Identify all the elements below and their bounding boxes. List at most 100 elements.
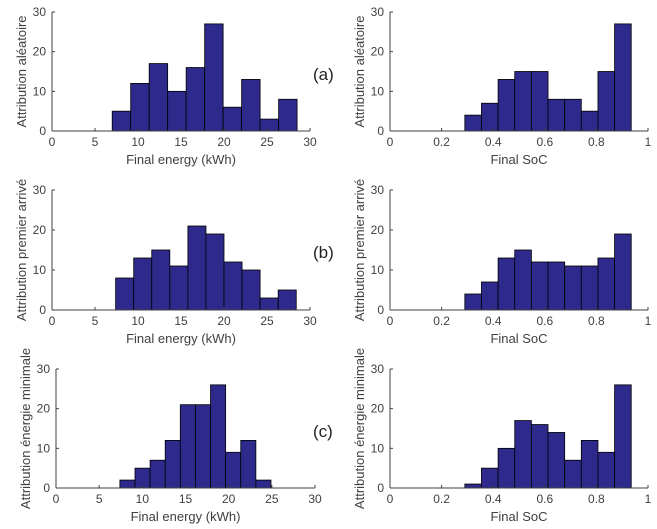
histogram-bar bbox=[241, 269, 261, 311]
x-tick-label: 20 bbox=[217, 314, 231, 328]
y-tick-label: 10 bbox=[371, 263, 385, 277]
y-tick-label: 30 bbox=[33, 5, 47, 19]
histogram-bar bbox=[614, 233, 632, 311]
histogram-bar bbox=[185, 67, 206, 132]
histogram-bar bbox=[167, 90, 187, 132]
histogram-bar bbox=[614, 384, 632, 489]
histogram-bar bbox=[187, 225, 207, 311]
histogram-bar bbox=[530, 424, 549, 489]
histogram-bar bbox=[204, 23, 224, 132]
y-axis-label: Attribution énergie minimale bbox=[18, 348, 33, 509]
histogram-bar bbox=[241, 79, 261, 132]
y-tick-label: 20 bbox=[371, 45, 385, 59]
y-tick-label: 20 bbox=[371, 223, 385, 237]
y-tick-label: 0 bbox=[43, 481, 50, 495]
x-tick-label: 20 bbox=[222, 492, 236, 506]
histogram-bar bbox=[514, 249, 532, 311]
x-tick-label: 0.2 bbox=[433, 492, 450, 506]
histogram-bar bbox=[530, 71, 549, 132]
x-tick-label: 0.4 bbox=[485, 492, 502, 506]
y-tick-label: 30 bbox=[371, 5, 385, 19]
x-axis-label: Final energy (kWh) bbox=[126, 331, 236, 346]
x-axis-label: Final energy (kWh) bbox=[131, 509, 241, 524]
histogram-bar bbox=[278, 98, 298, 132]
y-tick-label: 20 bbox=[33, 223, 47, 237]
histogram-bar bbox=[277, 289, 297, 311]
histogram-bar bbox=[514, 420, 532, 489]
histogram-bar bbox=[464, 293, 482, 311]
histogram-bar bbox=[133, 257, 153, 311]
x-axis-label: Final SoC bbox=[490, 152, 547, 167]
histogram-bar bbox=[564, 98, 582, 132]
y-tick-label: 10 bbox=[33, 84, 47, 98]
y-tick-label: 0 bbox=[377, 124, 384, 138]
x-axis-label: Final SoC bbox=[490, 509, 547, 524]
histogram-bar bbox=[164, 439, 181, 489]
histogram-bar bbox=[497, 79, 516, 132]
y-axis-label: Attribution aléatoire bbox=[14, 15, 29, 127]
x-tick-label: 0.6 bbox=[536, 492, 553, 506]
histogram-bar bbox=[597, 451, 615, 489]
x-tick-label: 0.4 bbox=[485, 314, 502, 328]
y-tick-label: 30 bbox=[371, 362, 385, 376]
x-tick-label: 0.2 bbox=[433, 135, 450, 149]
histogram-bar bbox=[169, 265, 189, 311]
histogram-bar bbox=[564, 265, 582, 311]
y-tick-label: 10 bbox=[37, 441, 51, 455]
x-tick-label: 0.4 bbox=[485, 135, 502, 149]
x-tick-label: 0.2 bbox=[433, 314, 450, 328]
x-tick-label: 0 bbox=[387, 135, 394, 149]
y-tick-label: 0 bbox=[39, 124, 46, 138]
histogram-bar bbox=[259, 297, 279, 311]
histogram-bar bbox=[614, 23, 632, 132]
histogram-bar bbox=[547, 98, 566, 132]
y-tick-label: 20 bbox=[371, 402, 385, 416]
x-tick-label: 0 bbox=[387, 492, 394, 506]
y-tick-label: 30 bbox=[371, 183, 385, 197]
x-tick-label: 30 bbox=[303, 135, 317, 149]
row-label-c: (c) bbox=[313, 422, 333, 441]
x-tick-label: 5 bbox=[92, 314, 99, 328]
histogram-bar bbox=[119, 479, 136, 489]
y-axis-label: Attribution énergie minimale bbox=[352, 348, 367, 509]
x-tick-label: 5 bbox=[92, 135, 99, 149]
x-tick-label: 0.6 bbox=[536, 135, 553, 149]
x-tick-label: 10 bbox=[131, 314, 145, 328]
x-tick-label: 0.8 bbox=[588, 314, 605, 328]
histogram-bar bbox=[205, 233, 225, 311]
histogram-bar bbox=[481, 281, 499, 311]
x-tick-label: 1 bbox=[645, 314, 652, 328]
x-tick-label: 10 bbox=[131, 135, 145, 149]
y-tick-label: 20 bbox=[33, 45, 47, 59]
histogram-bar bbox=[259, 118, 280, 132]
y-tick-label: 0 bbox=[377, 481, 384, 495]
x-tick-label: 0 bbox=[387, 314, 394, 328]
y-tick-label: 20 bbox=[37, 402, 51, 416]
x-tick-label: 1 bbox=[645, 135, 652, 149]
histogram-bar bbox=[115, 277, 135, 311]
histogram-bar bbox=[240, 439, 257, 489]
y-axis-label: Attribution premier arrivé bbox=[14, 179, 29, 321]
histogram-bar bbox=[225, 451, 242, 489]
histogram-bar bbox=[148, 63, 169, 132]
x-tick-label: 0.6 bbox=[536, 314, 553, 328]
histogram-bar bbox=[514, 71, 532, 132]
x-tick-label: 0.8 bbox=[588, 135, 605, 149]
x-tick-label: 25 bbox=[265, 492, 279, 506]
y-tick-label: 0 bbox=[39, 303, 46, 317]
histogram-bar bbox=[130, 83, 150, 132]
histogram-bar bbox=[255, 479, 272, 489]
histogram-bar bbox=[464, 483, 482, 489]
x-axis-label: Final SoC bbox=[490, 331, 547, 346]
row-label-a: (a) bbox=[313, 65, 334, 84]
y-tick-label: 10 bbox=[371, 84, 385, 98]
histogram-bar bbox=[497, 257, 516, 311]
x-tick-label: 15 bbox=[174, 135, 188, 149]
histogram-bar bbox=[481, 102, 499, 132]
histogram-bar bbox=[223, 261, 243, 311]
x-tick-label: 0 bbox=[49, 135, 56, 149]
